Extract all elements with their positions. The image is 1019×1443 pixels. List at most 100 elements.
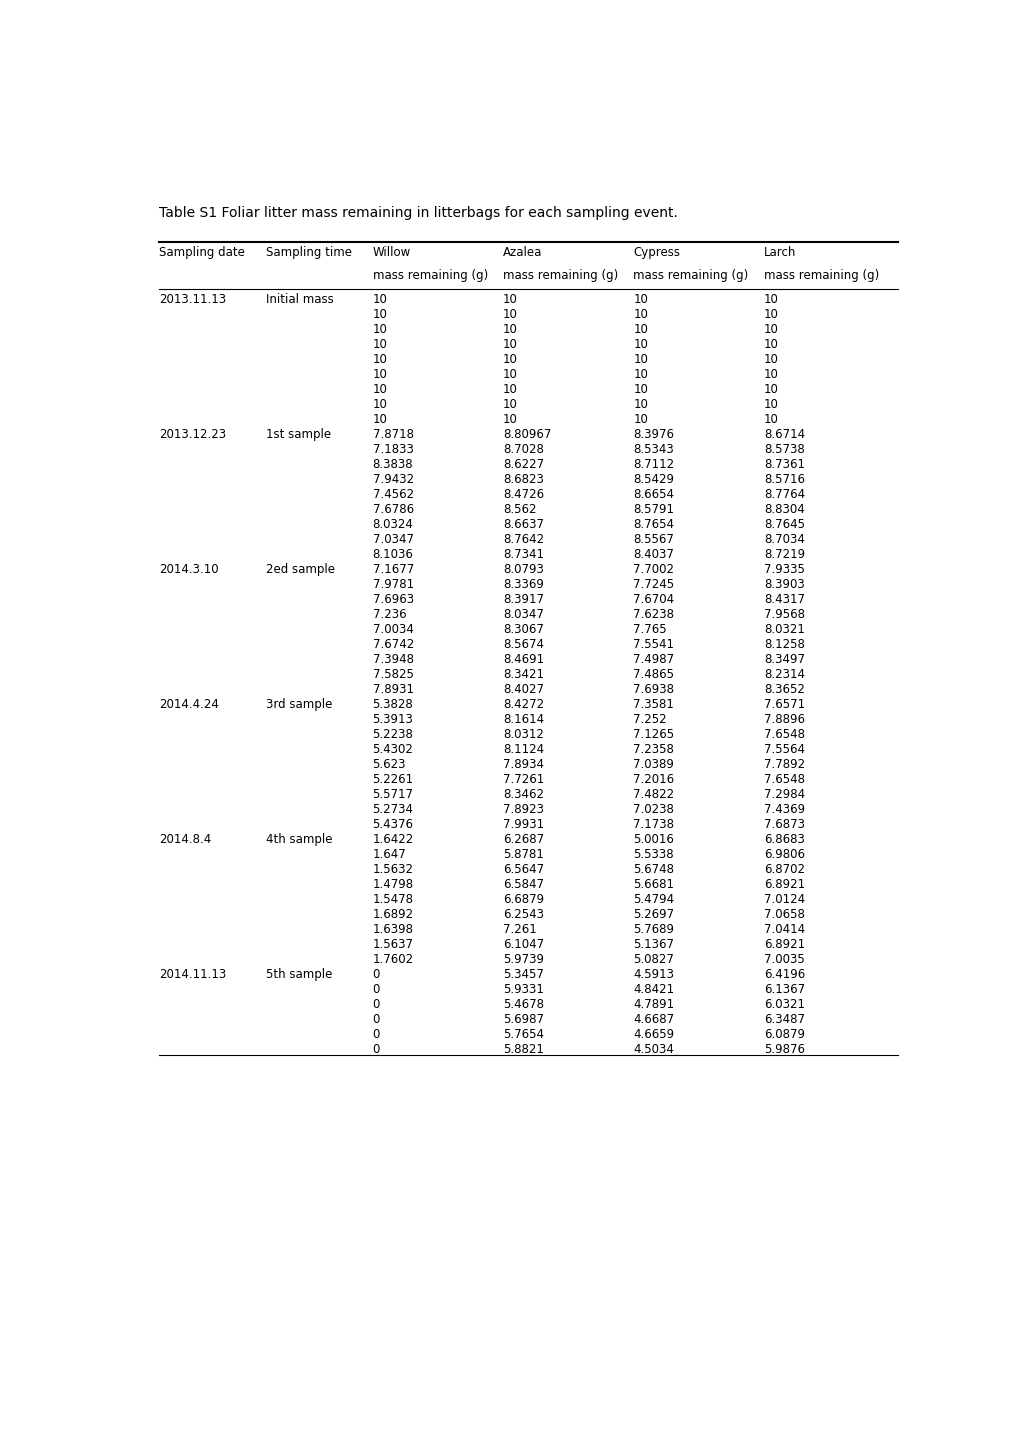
Text: 6.8702: 6.8702 <box>763 863 804 876</box>
Text: 10: 10 <box>763 354 777 367</box>
Text: 5.4794: 5.4794 <box>633 893 674 906</box>
Text: 6.1047: 6.1047 <box>502 938 543 951</box>
Text: 0: 0 <box>372 1029 379 1042</box>
Text: 8.3421: 8.3421 <box>502 668 543 681</box>
Text: 8.4272: 8.4272 <box>502 698 543 711</box>
Text: 8.1124: 8.1124 <box>502 743 543 756</box>
Text: 10: 10 <box>502 398 518 411</box>
Text: 4.6659: 4.6659 <box>633 1029 674 1042</box>
Text: 6.4196: 6.4196 <box>763 968 804 981</box>
Text: 8.6227: 8.6227 <box>502 459 543 472</box>
Text: Initial mass: Initial mass <box>266 293 333 306</box>
Text: 5.7654: 5.7654 <box>502 1029 543 1042</box>
Text: 10: 10 <box>372 354 387 367</box>
Text: 1.6422: 1.6422 <box>372 833 414 846</box>
Text: 10: 10 <box>502 368 518 381</box>
Text: 7.5825: 7.5825 <box>372 668 413 681</box>
Text: 7.1265: 7.1265 <box>633 729 674 742</box>
Text: 4.5913: 4.5913 <box>633 968 674 981</box>
Text: 7.9335: 7.9335 <box>763 563 804 576</box>
Text: 6.1367: 6.1367 <box>763 983 804 996</box>
Text: 6.8921: 6.8921 <box>763 938 804 951</box>
Text: Azalea: Azalea <box>502 247 542 260</box>
Text: 5.5338: 5.5338 <box>633 848 674 861</box>
Text: 7.4987: 7.4987 <box>633 654 674 667</box>
Text: 7.4369: 7.4369 <box>763 804 804 817</box>
Text: 8.3838: 8.3838 <box>372 459 413 472</box>
Text: 8.3462: 8.3462 <box>502 788 543 801</box>
Text: 7.6548: 7.6548 <box>763 729 804 742</box>
Text: 10: 10 <box>763 413 777 426</box>
Text: 8.4317: 8.4317 <box>763 593 804 606</box>
Text: 10: 10 <box>633 368 648 381</box>
Text: 7.765: 7.765 <box>633 623 666 636</box>
Text: 10: 10 <box>372 398 387 411</box>
Text: 7.1677: 7.1677 <box>372 563 414 576</box>
Text: 5.6748: 5.6748 <box>633 863 674 876</box>
Text: 7.1738: 7.1738 <box>633 818 674 831</box>
Text: 7.1833: 7.1833 <box>372 443 413 456</box>
Text: 7.0124: 7.0124 <box>763 893 804 906</box>
Text: 5.0016: 5.0016 <box>633 833 674 846</box>
Text: 6.0879: 6.0879 <box>763 1029 804 1042</box>
Text: 7.236: 7.236 <box>372 608 406 620</box>
Text: 8.4027: 8.4027 <box>502 683 543 696</box>
Text: 10: 10 <box>763 323 777 336</box>
Text: 8.0321: 8.0321 <box>763 623 804 636</box>
Text: 1.4798: 1.4798 <box>372 879 414 892</box>
Text: 6.5647: 6.5647 <box>502 863 543 876</box>
Text: 7.5541: 7.5541 <box>633 638 674 651</box>
Text: 7.6548: 7.6548 <box>763 773 804 786</box>
Text: 2013.12.23: 2013.12.23 <box>159 429 226 442</box>
Text: 7.0389: 7.0389 <box>633 758 674 771</box>
Text: 1.7602: 1.7602 <box>372 954 414 967</box>
Text: 10: 10 <box>763 293 777 306</box>
Text: 7.4562: 7.4562 <box>372 488 414 501</box>
Text: 10: 10 <box>763 338 777 351</box>
Text: 6.2687: 6.2687 <box>502 833 543 846</box>
Text: 8.1258: 8.1258 <box>763 638 804 651</box>
Text: 5th sample: 5th sample <box>266 968 332 981</box>
Text: 7.0035: 7.0035 <box>763 954 804 967</box>
Text: 8.3497: 8.3497 <box>763 654 804 667</box>
Text: 1.6398: 1.6398 <box>372 924 413 937</box>
Text: 6.0321: 6.0321 <box>763 999 804 1012</box>
Text: Larch: Larch <box>763 247 796 260</box>
Text: 5.2697: 5.2697 <box>633 908 674 921</box>
Text: 6.8921: 6.8921 <box>763 879 804 892</box>
Text: 6.8683: 6.8683 <box>763 833 804 846</box>
Text: 8.7034: 8.7034 <box>763 532 804 545</box>
Text: 10: 10 <box>763 398 777 411</box>
Text: 7.7892: 7.7892 <box>763 758 804 771</box>
Text: 10: 10 <box>633 323 648 336</box>
Text: 8.7219: 8.7219 <box>763 548 804 561</box>
Text: 1.5637: 1.5637 <box>372 938 413 951</box>
Text: 7.6963: 7.6963 <box>372 593 414 606</box>
Text: 4.5034: 4.5034 <box>633 1043 674 1056</box>
Text: 1.5632: 1.5632 <box>372 863 413 876</box>
Text: 5.0827: 5.0827 <box>633 954 674 967</box>
Text: 8.562: 8.562 <box>502 504 536 517</box>
Text: 7.8931: 7.8931 <box>372 683 413 696</box>
Text: 5.4678: 5.4678 <box>502 999 543 1012</box>
Text: 7.9568: 7.9568 <box>763 608 804 620</box>
Text: 8.7645: 8.7645 <box>763 518 804 531</box>
Text: 7.261: 7.261 <box>502 924 536 937</box>
Text: 10: 10 <box>763 384 777 397</box>
Text: 7.6571: 7.6571 <box>763 698 804 711</box>
Text: 8.5429: 8.5429 <box>633 473 674 486</box>
Text: 1.6892: 1.6892 <box>372 908 414 921</box>
Text: 7.2984: 7.2984 <box>763 788 804 801</box>
Text: 7.2358: 7.2358 <box>633 743 674 756</box>
Text: 8.7028: 8.7028 <box>502 443 543 456</box>
Text: 7.3581: 7.3581 <box>633 698 674 711</box>
Text: 10: 10 <box>502 323 518 336</box>
Text: 4.8421: 4.8421 <box>633 983 674 996</box>
Text: 10: 10 <box>633 398 648 411</box>
Text: 10: 10 <box>372 293 387 306</box>
Text: 0: 0 <box>372 968 379 981</box>
Text: 8.5716: 8.5716 <box>763 473 804 486</box>
Text: 8.7654: 8.7654 <box>633 518 674 531</box>
Text: 7.252: 7.252 <box>633 713 666 726</box>
Text: 8.7764: 8.7764 <box>763 488 804 501</box>
